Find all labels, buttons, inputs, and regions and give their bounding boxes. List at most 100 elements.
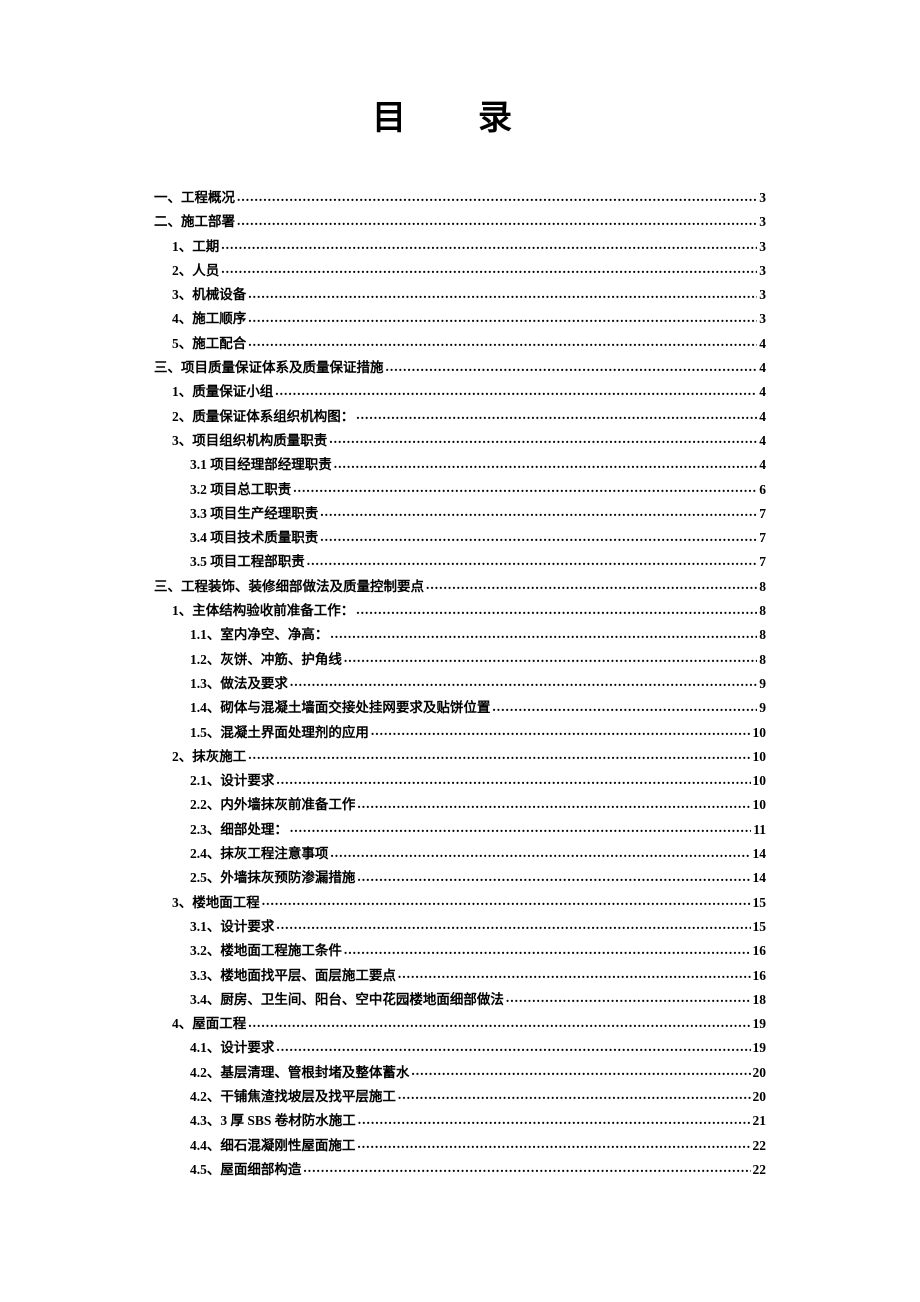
toc-entry-label: 三、项目质量保证体系及质量保证措施 [154, 361, 384, 375]
toc-entry-label: 2.5、外墙抹灰预防渗漏措施 [190, 871, 355, 885]
toc-entry: 2、抹灰施工10 [154, 748, 766, 764]
toc-entry-page: 4 [759, 337, 766, 351]
toc-entry-page: 3 [759, 312, 766, 326]
toc-leader-dots [386, 359, 758, 372]
toc-entry-page: 8 [759, 653, 766, 667]
toc-leader-dots [248, 1015, 750, 1028]
toc-entry-page: 7 [759, 531, 766, 545]
toc-entry-page: 3 [759, 288, 766, 302]
toc-entry-label: 3.2 项目总工职责 [190, 483, 291, 497]
toc-entry-label: 3、机械设备 [172, 288, 246, 302]
toc-leader-dots [357, 796, 750, 809]
toc-entry: 3.4 项目技术质量职责 7 [154, 529, 766, 545]
toc-entry: 3、楼地面工程15 [154, 894, 766, 910]
toc-entry-page: 7 [759, 555, 766, 569]
toc-entry-page: 9 [759, 677, 766, 691]
toc-entry-page: 3 [759, 240, 766, 254]
toc-entry-page: 10 [753, 774, 767, 788]
toc-entry-label: 1.3、做法及要求 [190, 677, 288, 691]
toc-entry: 4.5、屋面细部构造22 [154, 1161, 766, 1177]
toc-entry: 1、工期3 [154, 238, 766, 254]
toc-entry: 3、机械设备 3 [154, 286, 766, 302]
toc-entry-label: 三、工程装饰、装修细部做法及质量控制要点 [154, 580, 424, 594]
toc-entry: 2.5、外墙抹灰预防渗漏措施14 [154, 869, 766, 885]
toc-leader-dots [426, 578, 757, 591]
toc-leader-dots [221, 238, 757, 251]
toc-leader-dots [329, 432, 757, 445]
toc-entry-page: 9 [759, 701, 766, 715]
toc-entry: 2.4、抹灰工程注意事项 14 [154, 845, 766, 861]
toc-entry-label: 2.1、设计要求 [190, 774, 274, 788]
toc-leader-dots [398, 1088, 751, 1101]
toc-leader-dots [276, 1039, 750, 1052]
toc-entry-label: 4、施工顺序 [172, 312, 246, 326]
toc-entry-page: 8 [759, 628, 766, 642]
toc-leader-dots [492, 699, 757, 712]
toc-entry-label: 2、人员 [172, 264, 219, 278]
toc-leader-dots [248, 748, 750, 761]
toc-leader-dots [334, 456, 758, 469]
toc-entry-page: 8 [759, 604, 766, 618]
toc-entry-label: 二、施工部署 [154, 215, 235, 229]
toc-leader-dots [303, 1161, 750, 1174]
toc-leader-dots [307, 553, 758, 566]
toc-leader-dots [262, 894, 751, 907]
toc-entry: 3.1、设计要求15 [154, 918, 766, 934]
toc-entry-page: 4 [759, 361, 766, 375]
toc-entry-page: 14 [753, 847, 767, 861]
toc-leader-dots [276, 772, 750, 785]
toc-entry: 4.2、基层清理、管根封堵及整体蓄水 20 [154, 1064, 766, 1080]
toc-entry-label: 4.5、屋面细部构造 [190, 1163, 301, 1177]
toc-entry: 3.2 项目总工职责6 [154, 481, 766, 497]
toc-leader-dots [320, 505, 757, 518]
toc-entry-label: 2.2、内外墙抹灰前准备工作 [190, 798, 355, 812]
toc-leader-dots [237, 213, 757, 226]
toc-leader-dots [411, 1064, 750, 1077]
toc-entry-label: 2.4、抹灰工程注意事项 [190, 847, 328, 861]
toc-entry: 1.3、做法及要求 9 [154, 675, 766, 691]
toc-entry-page: 22 [753, 1139, 767, 1153]
toc-entry-label: 4.2、基层清理、管根封堵及整体蓄水 [190, 1066, 409, 1080]
toc-entry: 一、工程概况3 [154, 189, 766, 205]
toc-entry-label: 3.4 项目技术质量职责 [190, 531, 318, 545]
toc-entry-label: 1.2、灰饼、冲筋、护角线 [190, 653, 342, 667]
toc-leader-dots [237, 189, 757, 202]
toc-entry-page: 16 [753, 969, 767, 983]
toc-entry: 5、施工配合4 [154, 335, 766, 351]
toc-entry-page: 20 [753, 1066, 767, 1080]
toc-entry: 4.1、设计要求19 [154, 1039, 766, 1055]
toc-entry: 2.3、细部处理： 11 [154, 821, 766, 837]
toc-leader-dots [398, 967, 751, 980]
toc-entry: 2.2、内外墙抹灰前准备工作10 [154, 796, 766, 812]
toc-leader-dots [344, 942, 751, 955]
toc-entry-label: 2.3、细部处理： [190, 823, 288, 837]
toc-leader-dots [276, 918, 750, 931]
toc-entry-label: 3.3 项目生产经理职责 [190, 507, 318, 521]
toc-entry-label: 3.5 项目工程部职责 [190, 555, 305, 569]
toc-leader-dots [357, 1137, 750, 1150]
toc-entry-label: 3.1 项目经理部经理职责 [190, 458, 332, 472]
toc-entry: 4.3、3 厚 SBS 卷材防水施工21 [154, 1112, 766, 1128]
table-of-contents: 一、工程概况3二、施工部署31、工期32、人员33、机械设备34、施工顺序35、… [154, 189, 766, 1176]
toc-entry: 1.2、灰饼、冲筋、护角线 8 [154, 651, 766, 667]
toc-entry-label: 3、楼地面工程 [172, 896, 260, 910]
document-page: 目录 一、工程概况3二、施工部署31、工期32、人员33、机械设备34、施工顺序… [0, 0, 920, 1245]
toc-leader-dots [358, 1112, 751, 1125]
toc-leader-dots [357, 869, 750, 882]
toc-entry-page: 4 [759, 434, 766, 448]
toc-entry: 三、项目质量保证体系及质量保证措施 4 [154, 359, 766, 375]
toc-entry-page: 11 [753, 823, 766, 837]
page-title: 目录 [154, 90, 766, 139]
toc-leader-dots [248, 310, 757, 323]
toc-entry-label: 3.4、厨房、卫生间、阳台、空中花园楼地面细部做法 [190, 993, 504, 1007]
toc-leader-dots [248, 286, 757, 299]
toc-entry-page: 16 [753, 944, 767, 958]
toc-entry-label: 1.1、室内净空、净高： [190, 628, 328, 642]
toc-entry-label: 2、质量保证体系组织机构图： [172, 410, 354, 424]
toc-leader-dots [221, 262, 757, 275]
toc-entry-page: 3 [759, 264, 766, 278]
toc-entry-label: 4.2、干铺焦渣找坡层及找平层施工 [190, 1090, 396, 1104]
toc-entry-label: 1.4、砌体与混凝土墙面交接处挂网要求及贴饼位置 [190, 701, 490, 715]
toc-leader-dots [506, 991, 751, 1004]
toc-leader-dots [275, 383, 757, 396]
